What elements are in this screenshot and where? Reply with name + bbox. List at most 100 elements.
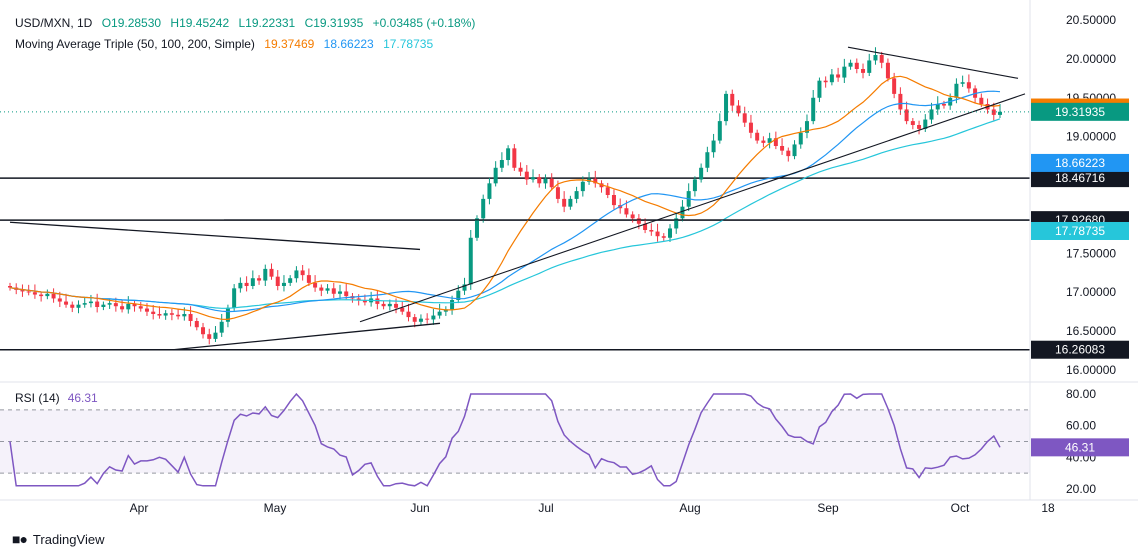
candle-body bbox=[362, 300, 367, 303]
tradingview-logo[interactable]: ■● TradingView bbox=[12, 531, 104, 547]
time-tick-label: Sep bbox=[817, 501, 839, 515]
candle-body bbox=[873, 55, 878, 61]
candle-body bbox=[201, 327, 206, 335]
candle-body bbox=[643, 223, 648, 230]
candle-body bbox=[786, 150, 791, 157]
candle-body bbox=[692, 179, 697, 192]
candle-body bbox=[506, 148, 511, 160]
candle-body bbox=[244, 282, 249, 286]
rsi-pane bbox=[0, 392, 1030, 487]
candle-body bbox=[57, 298, 62, 302]
candle-body bbox=[543, 178, 548, 184]
candle-body bbox=[431, 315, 436, 320]
candle-body bbox=[82, 303, 87, 305]
ma50-line bbox=[9, 75, 1001, 321]
candle-body bbox=[674, 218, 679, 229]
candle-body bbox=[126, 303, 131, 310]
level-price-tag bbox=[1031, 169, 1129, 188]
candle-body bbox=[979, 97, 984, 104]
candle-body bbox=[724, 93, 729, 122]
candle-body bbox=[163, 313, 168, 316]
candle-body bbox=[269, 268, 274, 277]
candle-body bbox=[730, 93, 735, 106]
candle-body bbox=[238, 282, 243, 289]
candle-body bbox=[935, 104, 940, 110]
candle-body bbox=[917, 125, 922, 129]
candle-body bbox=[331, 288, 336, 294]
candle-body bbox=[593, 178, 598, 184]
ascending-trendline bbox=[359, 93, 1026, 323]
candle-body bbox=[107, 303, 112, 305]
brand-label: TradingView bbox=[32, 531, 105, 547]
candle-body bbox=[207, 334, 212, 339]
candle-body bbox=[767, 138, 772, 143]
candle-body bbox=[923, 119, 928, 129]
level-price-tag bbox=[1031, 340, 1129, 359]
candle-body bbox=[537, 177, 542, 184]
candle-body bbox=[182, 314, 187, 317]
rsi-line bbox=[9, 392, 1001, 487]
candle-body bbox=[668, 228, 672, 238]
candle-body bbox=[387, 303, 392, 307]
candle-body bbox=[338, 291, 342, 294]
candle-body bbox=[294, 270, 299, 279]
candle-body bbox=[176, 314, 181, 317]
time-tick-label: Jul bbox=[538, 501, 553, 515]
candle-body bbox=[792, 144, 797, 157]
candle-body bbox=[861, 69, 866, 73]
symbol-label: USD/MXN, 1D bbox=[15, 16, 93, 30]
candle-body bbox=[263, 268, 268, 281]
high-value: H19.45242 bbox=[170, 16, 230, 30]
candle-body bbox=[848, 62, 853, 67]
candle-body bbox=[95, 301, 100, 307]
candle-body bbox=[742, 113, 747, 123]
low-value: L19.22331 bbox=[238, 16, 296, 30]
price-tick-label: 16.00000 bbox=[1066, 363, 1116, 377]
candle-body bbox=[773, 138, 778, 146]
candle-body bbox=[991, 109, 996, 115]
candle-body bbox=[998, 111, 1002, 115]
candle-body bbox=[456, 290, 461, 300]
price-pane bbox=[0, 46, 1030, 351]
candle-body bbox=[281, 282, 286, 286]
candle-body bbox=[425, 318, 430, 320]
candle-body bbox=[524, 171, 529, 180]
candle-body bbox=[88, 301, 93, 304]
candle-body bbox=[748, 122, 753, 133]
price-tag bbox=[1031, 221, 1129, 240]
candle-body bbox=[406, 311, 411, 318]
candle-body bbox=[562, 198, 567, 207]
rsi-tick-label: 20.00 bbox=[1066, 482, 1096, 496]
candle-body bbox=[300, 270, 305, 276]
candle-body bbox=[699, 167, 704, 180]
ma100-value: 18.66223 bbox=[323, 37, 374, 51]
candle-body bbox=[51, 293, 56, 299]
axes: 20.5000020.0000019.5000019.0000017.50000… bbox=[0, 0, 1138, 515]
time-tick-label: Oct bbox=[951, 501, 970, 515]
candle-body bbox=[232, 288, 237, 308]
candle-body bbox=[736, 105, 741, 114]
candle-body bbox=[823, 80, 828, 83]
candle-body bbox=[531, 177, 536, 180]
candle-body bbox=[113, 303, 118, 307]
candle-body bbox=[904, 109, 909, 122]
candle-body bbox=[157, 314, 162, 316]
candle-body bbox=[966, 82, 971, 89]
price-tick-label: 17.50000 bbox=[1066, 246, 1116, 260]
rsi-tick-label: 80.00 bbox=[1066, 387, 1096, 401]
candle-body bbox=[624, 208, 629, 215]
candle-body bbox=[474, 218, 479, 238]
price-header: USD/MXN, 1D O19.28530 H19.45242 L19.2233… bbox=[15, 16, 481, 30]
price-tag bbox=[1031, 102, 1129, 121]
candle-body bbox=[194, 321, 199, 328]
price-tag-label: 18.66223 bbox=[1055, 156, 1105, 170]
candle-body bbox=[462, 284, 467, 291]
ma-label: Moving Average Triple (50, 100, 200, Sim… bbox=[15, 37, 255, 51]
support-trendline bbox=[172, 322, 441, 351]
candle-body bbox=[70, 304, 75, 308]
candle-body bbox=[468, 237, 473, 285]
time-tick-label: Jun bbox=[410, 501, 429, 515]
candle-body bbox=[120, 306, 125, 310]
candle-body bbox=[313, 282, 318, 288]
resistance-trendline bbox=[847, 46, 1019, 79]
